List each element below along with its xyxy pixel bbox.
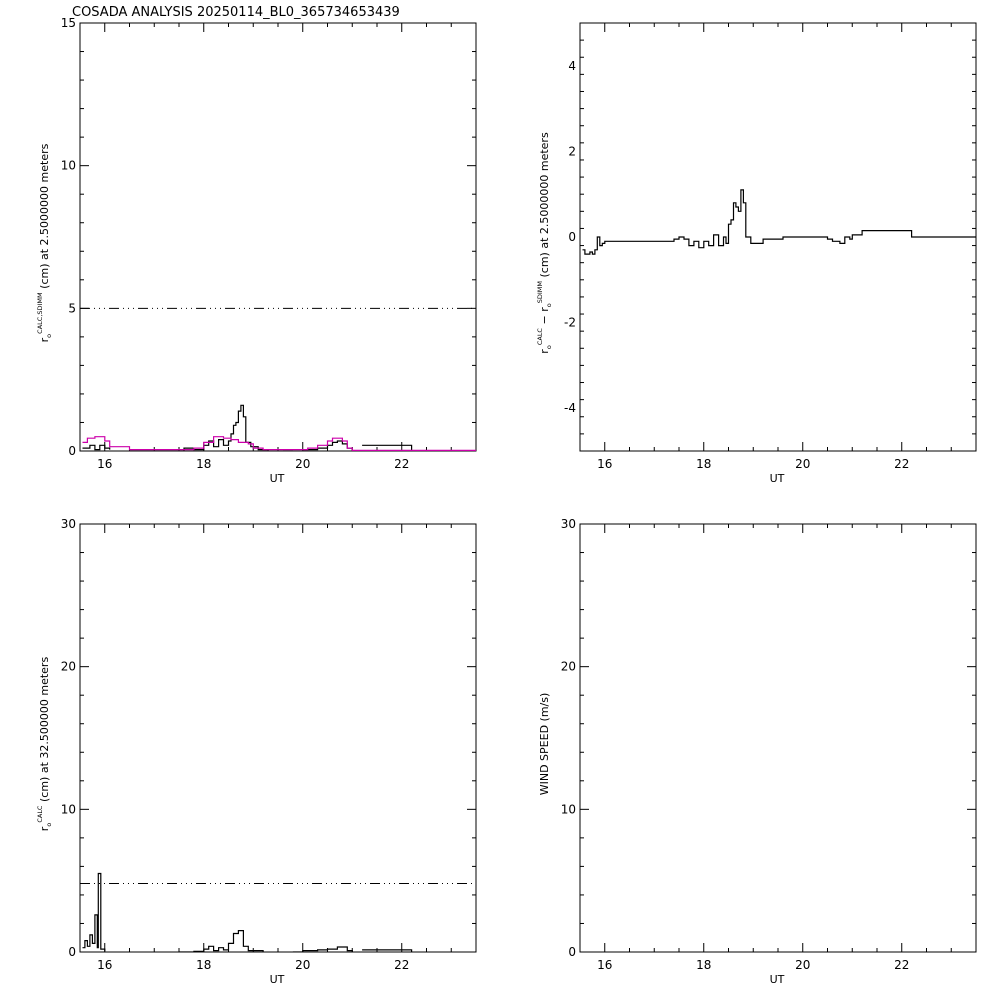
y-tick-label: 0 [68, 945, 76, 959]
y-axis-label-part: CALC [36, 805, 44, 823]
y-axis-label-part: CALC [536, 328, 544, 346]
x-tick-label: 22 [894, 958, 909, 972]
y-axis-label-part: o [545, 345, 553, 349]
x-tick-label: 16 [597, 958, 612, 972]
y-axis-label-part: r [538, 349, 551, 354]
chart-panel-4: 16 18 20 22 0 10 20 30 UT WIND SPEED (m/s) [538, 517, 977, 986]
y-axis-label-part: o [45, 334, 53, 338]
y-tick-label: 0 [568, 945, 576, 959]
y-axis-label-part: (cm) at 2.5000000 meters [538, 132, 551, 281]
y-tick-label: 10 [561, 802, 576, 816]
y-axis-label-part: (cm) at 32.500000 meters [38, 657, 51, 806]
x-tick-label: 16 [597, 457, 612, 471]
y-axis-label-part: r [38, 826, 51, 831]
x-axis-label: UT [770, 973, 785, 986]
x-tick-label: 16 [97, 457, 112, 471]
y-tick-label: 15 [61, 16, 76, 30]
y-axis-label-part: SDIMM [536, 281, 544, 303]
x-tick-label: 22 [394, 457, 409, 471]
y-axis-label: roCALC,SDIMM (cm) at 2.5000000 meters [36, 143, 53, 342]
series-line-2 [82, 436, 476, 451]
series-line-1 [129, 404, 269, 451]
y-axis-label-part: o [545, 303, 553, 307]
series-line-1 [179, 930, 264, 952]
y-tick-label: 4 [568, 59, 576, 73]
y-tick-label: 30 [61, 517, 76, 531]
y-tick-label: 0 [68, 444, 76, 458]
y-tick-label: 20 [561, 660, 576, 674]
x-tick-label: 18 [196, 457, 211, 471]
x-tick-label: 16 [97, 958, 112, 972]
x-tick-label: 22 [394, 958, 409, 972]
y-tick-label: 2 [568, 144, 576, 158]
y-axis-label: roCALC (cm) at 32.500000 meters [36, 657, 53, 832]
x-tick-label: 20 [795, 958, 810, 972]
chart-panel-3: 16 18 20 22 0 10 20 30 UT roCALC (cm) at 32.50000… [36, 517, 477, 986]
x-tick-label: 20 [295, 958, 310, 972]
series-line-1 [362, 444, 413, 451]
x-axis-label: UT [270, 973, 285, 986]
y-tick-label: -2 [564, 316, 576, 330]
chart-panel-1: 16 18 20 22 0 5 10 15 UT roCALC,SDIMM (cm) at 2.5… [36, 16, 477, 485]
x-tick-label: 18 [696, 958, 711, 972]
series-line-1 [582, 189, 976, 255]
plot-frame [79, 22, 477, 452]
y-axis-label-part: r [538, 307, 551, 312]
x-tick-label: 18 [696, 457, 711, 471]
x-axis-label: UT [270, 472, 285, 485]
y-axis-label-part: − [538, 312, 551, 328]
series-line-1 [362, 949, 413, 952]
plot-frame [579, 523, 977, 953]
y-axis-label-part: CALC,SDIMM [36, 292, 44, 333]
plot-frame [79, 523, 477, 953]
y-axis-label-part: o [45, 823, 53, 827]
y-tick-label: 20 [61, 660, 76, 674]
series-line-1 [292, 946, 353, 952]
y-axis-label-part: (cm) at 2.5000000 meters [38, 143, 51, 292]
y-tick-label: 0 [568, 230, 576, 244]
x-tick-label: 20 [795, 457, 810, 471]
y-tick-label: 30 [561, 517, 576, 531]
y-axis-label: roCALC − roSDIMM (cm) at 2.5000000 meter… [536, 132, 553, 354]
y-axis-label-part: r [38, 337, 51, 342]
x-tick-label: 18 [196, 958, 211, 972]
figure-title: COSADA ANALYSIS 20250114_BL0_36573465343… [72, 5, 400, 20]
series-line-1 [82, 444, 111, 451]
series-line-1 [82, 872, 106, 952]
y-axis-label: WIND SPEED (m/s) [538, 693, 551, 796]
y-tick-label: 10 [61, 159, 76, 173]
y-tick-label: -4 [564, 401, 576, 415]
y-axis-label-part: WIND SPEED (m/s) [538, 693, 551, 796]
x-axis-label: UT [770, 472, 785, 485]
y-tick-label: 10 [61, 802, 76, 816]
y-tick-label: 5 [68, 301, 76, 315]
x-tick-label: 22 [894, 457, 909, 471]
x-tick-label: 20 [295, 457, 310, 471]
